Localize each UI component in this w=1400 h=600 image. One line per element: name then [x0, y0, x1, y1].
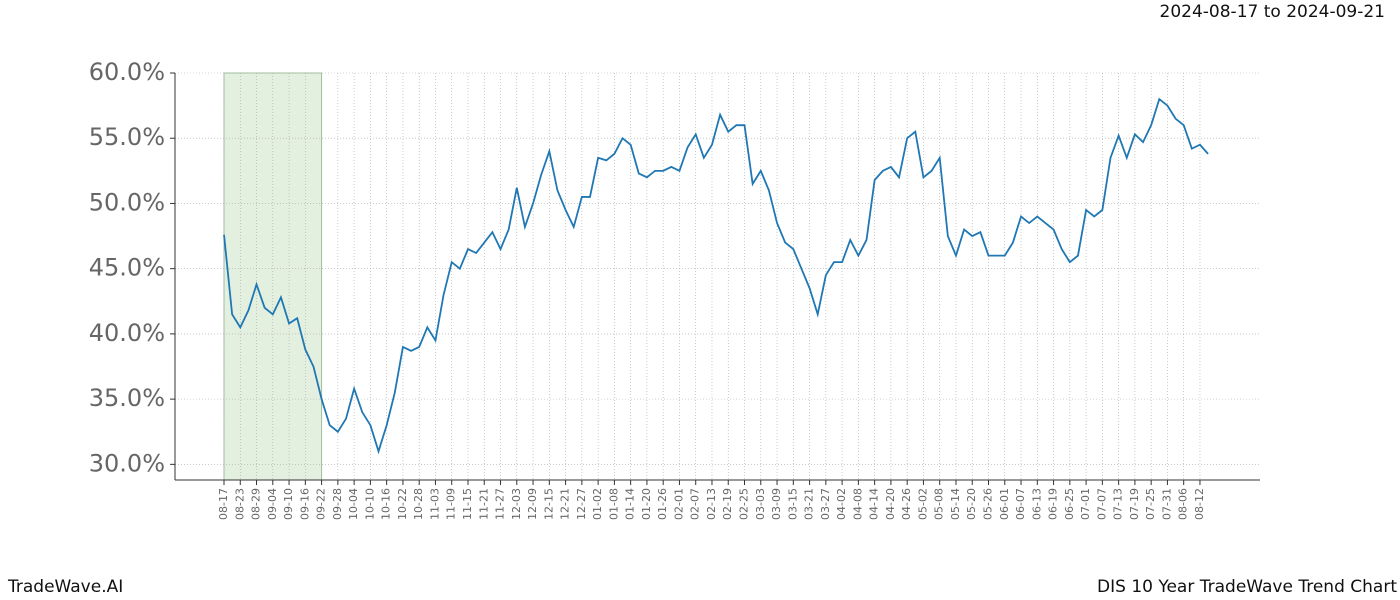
x-tick-label: 02-19 — [721, 488, 734, 520]
y-tick-label: 55.0% — [89, 123, 165, 151]
x-tick-label: 10-16 — [380, 488, 393, 520]
x-tick-label: 11-27 — [494, 488, 507, 520]
x-tick-label: 04-02 — [835, 488, 848, 520]
x-tick-label: 03-09 — [770, 488, 783, 520]
y-tick-label: 30.0% — [89, 449, 165, 477]
x-tick-label: 07-07 — [1095, 488, 1108, 520]
x-tick-label: 06-19 — [1047, 488, 1060, 520]
x-tick-label: 05-14 — [949, 488, 962, 520]
trend-line — [223, 97, 1209, 455]
x-tick-label: 11-15 — [461, 488, 474, 520]
x-tick-label: 01-26 — [656, 488, 669, 520]
x-tick-label: 05-26 — [982, 488, 995, 520]
x-tick-label: 10-10 — [363, 488, 376, 520]
x-tick-label: 01-02 — [591, 488, 604, 520]
x-tick-label: 08-12 — [1193, 488, 1206, 520]
x-tick-label: 07-31 — [1160, 488, 1173, 520]
x-tick-label: 07-25 — [1144, 488, 1157, 520]
x-tick-label: 04-08 — [851, 488, 864, 520]
x-tick-label: 12-09 — [526, 488, 539, 520]
x-tick-label: 02-25 — [738, 488, 751, 520]
date-range: 2024-08-17 to 2024-09-21 — [1160, 2, 1385, 22]
x-tick-label: 01-14 — [624, 488, 637, 520]
x-tick-label: 08-06 — [1177, 488, 1190, 520]
x-tick-label: 03-15 — [786, 488, 799, 520]
x-tick-label: 03-21 — [803, 488, 816, 520]
brand: TradeWave.AI — [7, 577, 123, 597]
x-tick-label: 09-22 — [315, 488, 328, 520]
y-tick-label: 45.0% — [89, 254, 165, 282]
x-tick-label: 09-28 — [331, 488, 344, 520]
x-tick-label: 06-13 — [1030, 488, 1043, 520]
x-tick-label: 08-17 — [217, 488, 230, 520]
x-tick-label: 03-03 — [754, 488, 767, 520]
x-tick-label: 11-21 — [477, 488, 490, 520]
x-tick-label: 01-08 — [607, 488, 620, 520]
x-tick-label: 11-09 — [445, 488, 458, 520]
x-tick-label: 12-03 — [510, 488, 523, 520]
x-tick-label: 08-23 — [233, 488, 246, 520]
y-tick-label: 50.0% — [89, 188, 165, 216]
x-tick-label: 02-13 — [705, 488, 718, 520]
x-tick-label: 01-20 — [640, 488, 653, 520]
chart-title: DIS 10 Year TradeWave Trend Chart — [1097, 577, 1397, 597]
x-tick-label: 10-04 — [347, 488, 360, 520]
x-tick-label: 09-10 — [282, 488, 295, 520]
x-tick-label: 12-27 — [575, 488, 588, 520]
x-tick-label: 08-29 — [250, 488, 263, 520]
x-tick-label: 07-01 — [1079, 488, 1092, 520]
x-tick-label: 06-07 — [1014, 488, 1027, 520]
x-tick-label: 02-07 — [689, 488, 702, 520]
x-tick-label: 11-03 — [428, 488, 441, 520]
x-tick-label: 05-20 — [965, 488, 978, 520]
x-tick-label: 12-15 — [542, 488, 555, 520]
y-tick-label: 60.0% — [89, 58, 165, 86]
x-tick-label: 12-21 — [559, 488, 572, 520]
x-tick-label: 04-20 — [884, 488, 897, 520]
x-tick-label: 07-19 — [1128, 488, 1141, 520]
x-tick-label: 04-14 — [868, 488, 881, 520]
x-tick-label: 06-01 — [998, 488, 1011, 520]
x-tick-label: 06-25 — [1063, 488, 1076, 520]
y-tick-label: 35.0% — [89, 384, 165, 412]
x-tick-label: 02-01 — [672, 488, 685, 520]
x-tick-label: 04-26 — [900, 488, 913, 520]
x-tick-label: 10-22 — [396, 488, 409, 520]
x-tick-label: 09-16 — [298, 488, 311, 520]
x-tick-label: 07-13 — [1112, 488, 1125, 520]
y-tick-label: 40.0% — [89, 319, 165, 347]
x-tick-label: 05-08 — [933, 488, 946, 520]
x-tick-label: 10-28 — [412, 488, 425, 520]
x-tick-label: 09-04 — [266, 488, 279, 520]
x-tick-label: 03-27 — [819, 488, 832, 520]
x-tick-label: 05-02 — [916, 488, 929, 520]
